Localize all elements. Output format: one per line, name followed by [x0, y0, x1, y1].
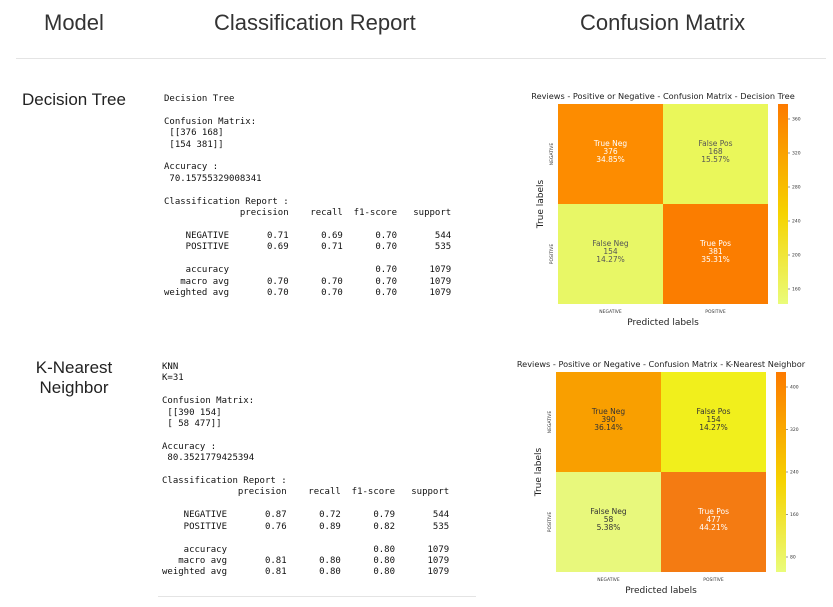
cell-label: True Neg: [591, 407, 626, 416]
model-name-knn: K-Nearest Neighbor: [35, 358, 113, 397]
matrix-title: Reviews - Positive or Negative - Confusi…: [531, 91, 794, 101]
confusion-matrix-svg: Reviews - Positive or Negative - Confusi…: [531, 91, 801, 328]
cell-percent: 44.21%: [699, 523, 728, 532]
cell-count: 381: [708, 247, 723, 256]
cell-count: 477: [706, 515, 721, 524]
report-line: accuracy 0.70 1079: [185, 265, 452, 276]
matrix-cell: [558, 104, 663, 204]
matrix-cell: [556, 472, 661, 572]
cell-label: True Pos: [697, 507, 729, 516]
report-line: K=31: [162, 373, 184, 384]
report-line: macro avg 0.81 0.80 0.80 1079: [178, 555, 450, 566]
cell-label: False Neg: [592, 239, 628, 248]
cell-count: 168: [708, 147, 723, 156]
matrix-cell: [663, 104, 768, 204]
report-line: 80.3521779425394: [167, 453, 255, 464]
report-line: [[390 154]: [167, 407, 222, 418]
report-line: Decision Tree: [164, 94, 235, 104]
cell-label: True Neg: [593, 139, 628, 148]
colorbar-tick-label: 400: [790, 385, 799, 391]
confusion-matrix-svg: Reviews - Positive or Negative - Confusi…: [517, 359, 806, 596]
bottom-divider: [158, 596, 476, 597]
colorbar-tick-label: 80: [790, 555, 796, 561]
cell-percent: 36.14%: [594, 423, 623, 432]
matrix-cell: [661, 472, 766, 572]
report-line: Accuracy :: [164, 162, 219, 173]
confusion-matrix-decision-tree: Reviews - Positive or Negative - Confusi…: [518, 88, 818, 333]
colorbar-tick-label: 160: [790, 512, 799, 518]
y-axis-label: True labels: [534, 447, 544, 497]
matrix-cell: [663, 204, 768, 304]
report-line: [[376 168]: [169, 128, 224, 139]
report-line: weighted avg 0.81 0.80 0.80 1079: [162, 567, 450, 578]
x-tick-label: POSITIVE: [705, 309, 726, 315]
report-line: macro avg 0.70 0.70 0.70 1079: [180, 276, 452, 287]
colorbar-tick-label: 160: [792, 287, 801, 293]
classification-report-knn: KNN K=31 Confusion Matrix: [[390 154] [ …: [162, 362, 449, 579]
cell-percent: 34.85%: [596, 155, 625, 164]
report-column-header: Classification Report: [214, 10, 416, 35]
colorbar-tick-label: 320: [792, 151, 801, 157]
cell-label: False Pos: [699, 139, 733, 148]
matrix-cell: [558, 204, 663, 304]
report-line: accuracy 0.80 1079: [183, 544, 450, 555]
cell-percent: 14.27%: [596, 255, 625, 264]
report-line: Classification Report :: [164, 196, 289, 207]
x-axis-label: Predicted labels: [627, 318, 699, 328]
report-line: POSITIVE 0.76 0.89 0.82 535: [183, 521, 450, 532]
x-tick-label: POSITIVE: [703, 577, 724, 583]
cell-label: False Pos: [697, 407, 731, 416]
report-line: [ 58 477]]: [167, 419, 222, 430]
matrix-column-header: Confusion Matrix: [580, 10, 746, 35]
report-line: NEGATIVE 0.87 0.72 0.79 544: [183, 510, 450, 521]
cell-percent: 15.57%: [701, 155, 730, 164]
report-line: precision recall f1-score support: [237, 487, 450, 498]
colorbar: [776, 372, 786, 572]
cell-percent: 5.38%: [597, 523, 621, 532]
classification-report-decision-tree: Decision Tree Confusion Matrix: [[376 16…: [164, 94, 451, 299]
colorbar-tick-label: 280: [792, 185, 801, 191]
confusion-matrix-knn: Reviews - Positive or Negative - Confusi…: [516, 356, 816, 601]
model-column-header: Model: [44, 10, 104, 35]
colorbar-tick-label: 240: [792, 219, 801, 225]
x-tick-label: NEGATIVE: [599, 309, 622, 315]
colorbar: [778, 104, 788, 304]
report-line: [154 381]]: [169, 139, 224, 150]
report-line: Classification Report :: [162, 476, 287, 487]
matrix-title: Reviews - Positive or Negative - Confusi…: [517, 359, 806, 369]
cell-count: 390: [601, 415, 616, 424]
y-tick-label: POSITIVE: [547, 512, 553, 533]
colorbar-tick-label: 320: [790, 427, 799, 433]
cell-label: True Pos: [699, 239, 731, 248]
x-axis-label: Predicted labels: [625, 586, 697, 596]
report-line: KNN: [162, 362, 179, 372]
report-line: Accuracy :: [162, 441, 217, 452]
y-axis-label: True labels: [536, 179, 546, 229]
report-line: 70.15755329008341: [169, 173, 262, 184]
colorbar-tick-label: 360: [792, 117, 801, 123]
header-divider: [16, 58, 826, 59]
colorbar-tick-label: 200: [792, 253, 801, 259]
model-name-decision-tree: Decision Tree: [22, 90, 126, 109]
x-tick-label: NEGATIVE: [597, 577, 620, 583]
y-tick-label: POSITIVE: [549, 244, 555, 265]
cell-count: 376: [603, 147, 618, 156]
cell-count: 154: [706, 415, 721, 424]
matrix-cell: [661, 372, 766, 472]
report-line: weighted avg 0.70 0.70 0.70 1079: [164, 287, 452, 298]
matrix-cell: [556, 372, 661, 472]
colorbar-tick-label: 240: [790, 470, 799, 476]
cell-count: 154: [603, 247, 618, 256]
cell-percent: 35.31%: [701, 255, 730, 264]
report-line: precision recall f1-score support: [239, 208, 452, 219]
cell-label: False Neg: [590, 507, 626, 516]
y-tick-label: NEGATIVE: [549, 143, 555, 166]
y-tick-label: NEGATIVE: [547, 411, 553, 434]
report-line: POSITIVE 0.69 0.71 0.70 535: [185, 242, 452, 253]
report-line: Confusion Matrix:: [164, 116, 257, 127]
report-line: NEGATIVE 0.71 0.69 0.70 544: [185, 230, 452, 241]
report-line: Confusion Matrix:: [162, 396, 255, 407]
cell-percent: 14.27%: [699, 423, 728, 432]
cell-count: 58: [604, 515, 614, 524]
